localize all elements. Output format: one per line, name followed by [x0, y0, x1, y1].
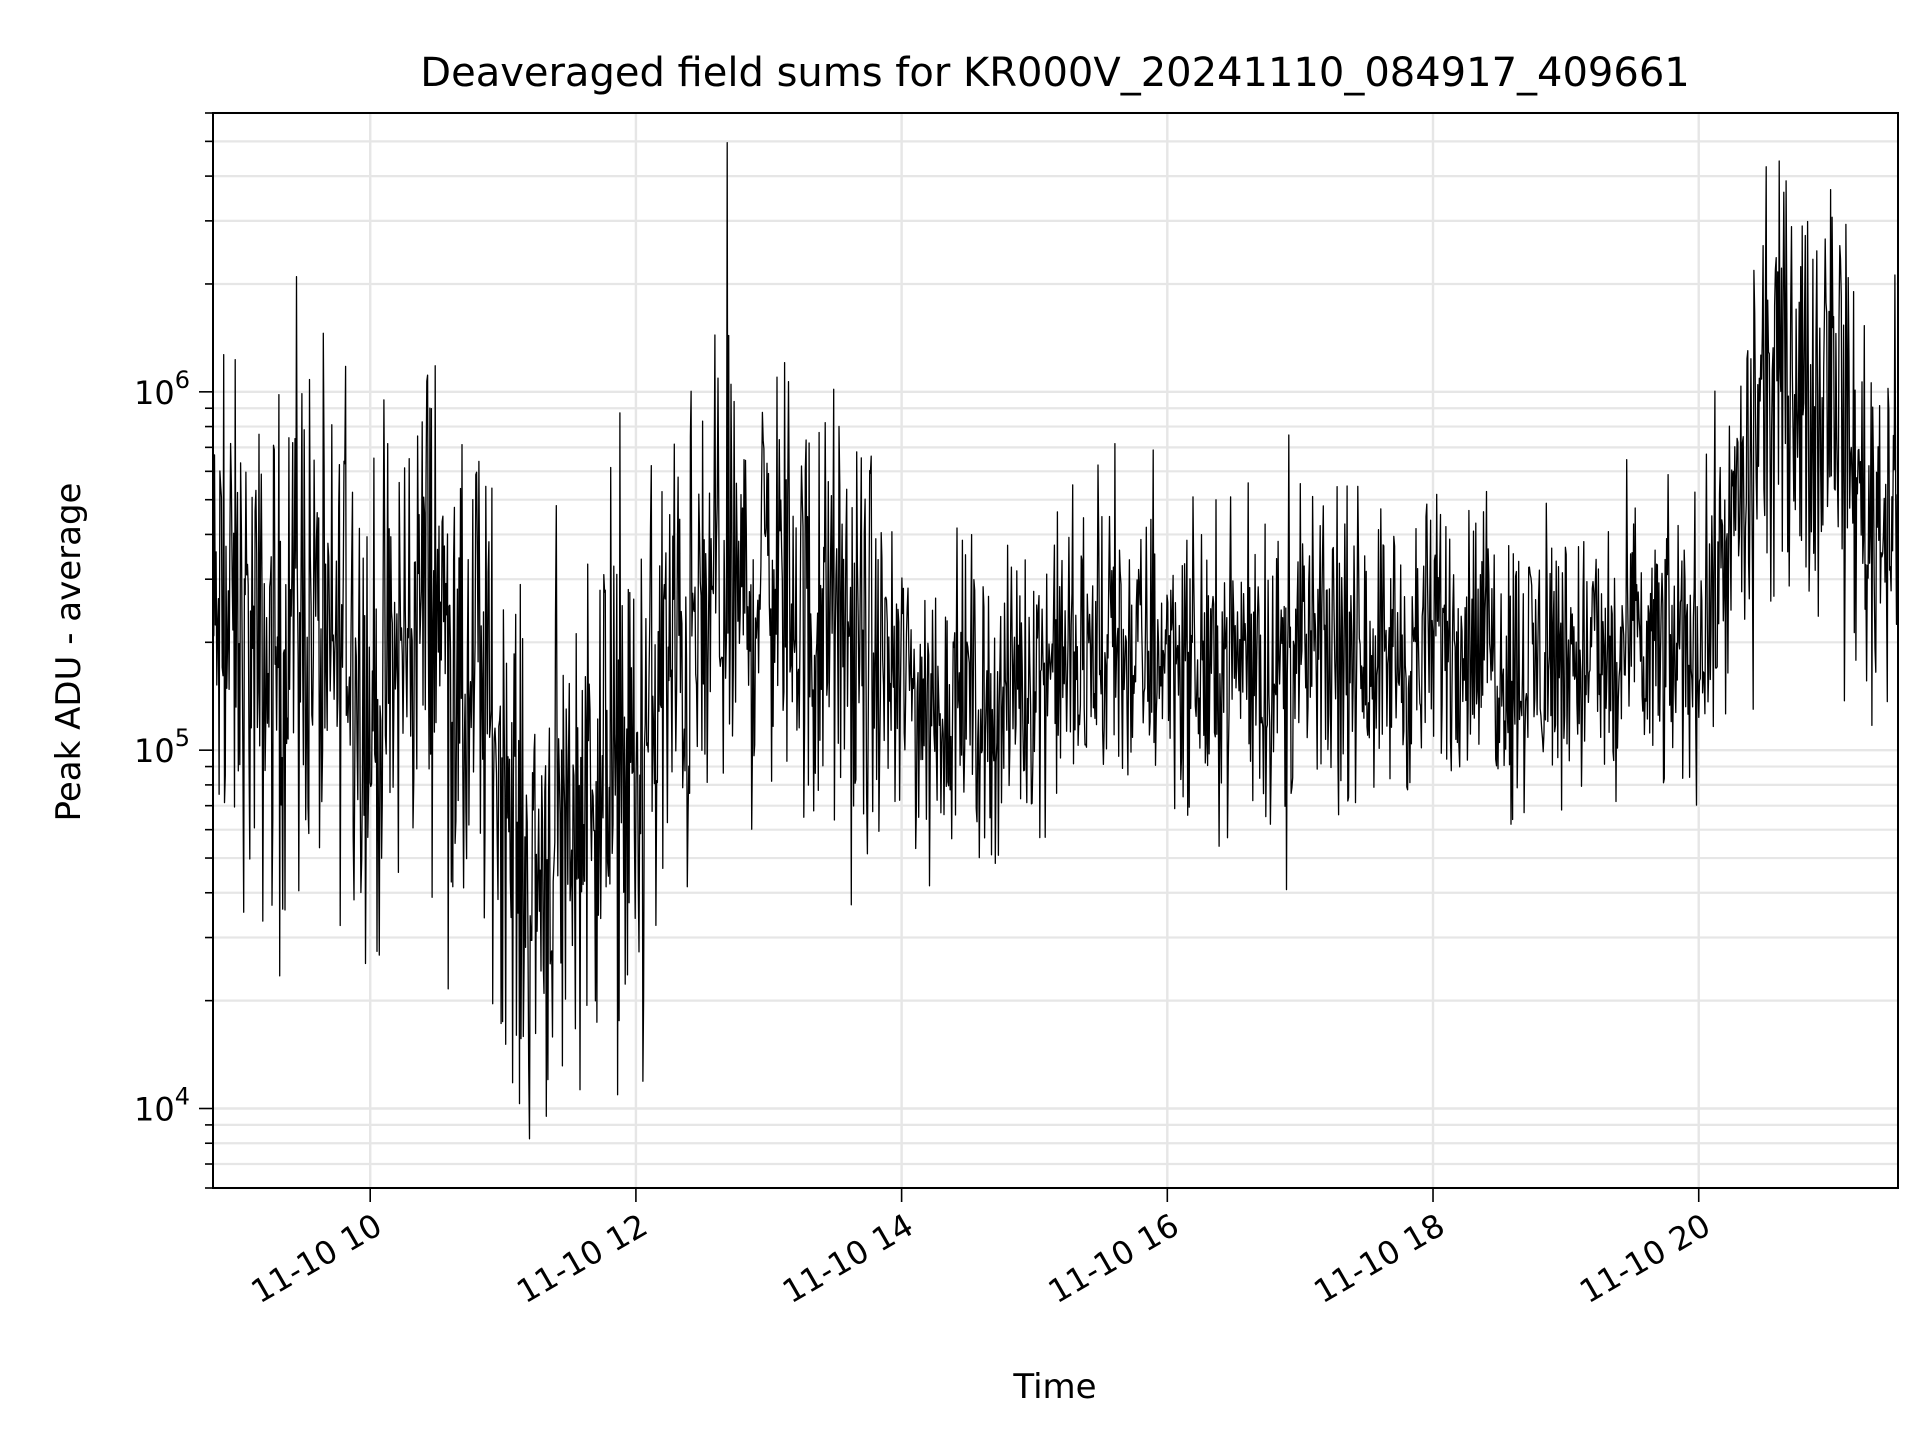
y-axis-label: Peak ADU - average [49, 483, 89, 822]
x-axis-label: Time [1012, 1367, 1096, 1407]
plot-frame [212, 112, 1899, 1189]
y-tick-label: 106 [134, 366, 190, 412]
chart-title: Deaveraged field sums for KR000V_2024111… [420, 50, 1689, 96]
y-tick-label: 105 [134, 724, 190, 770]
series-line [212, 142, 1899, 1140]
plot-layer [212, 142, 1899, 1140]
y-tick-label: 104 [134, 1083, 190, 1129]
